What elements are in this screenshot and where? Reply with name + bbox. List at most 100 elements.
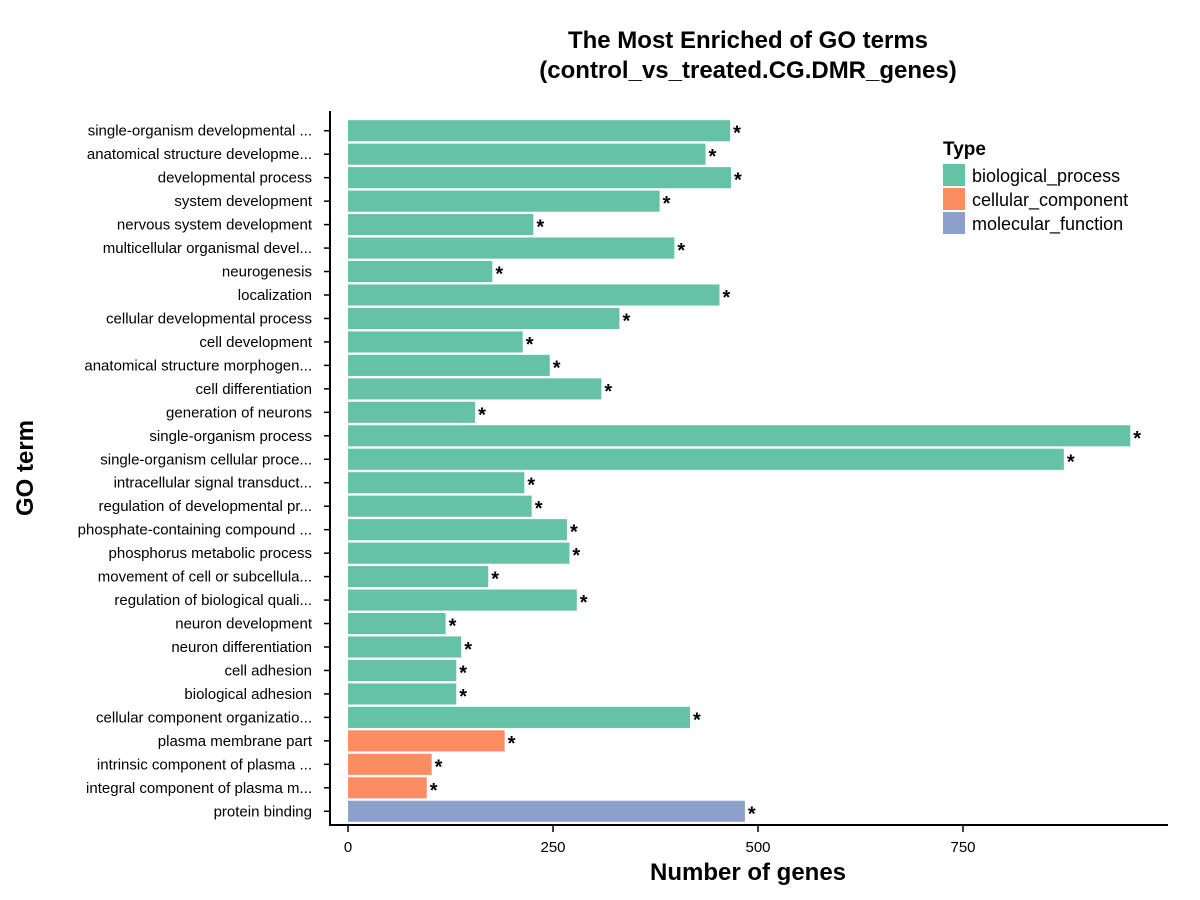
bar-19 [348, 566, 489, 588]
bar-27 [348, 753, 432, 775]
x-axis-ticks: 0 250 500 750 [344, 825, 976, 856]
y-tick-label-18: phosphorus metabolic process [109, 545, 312, 562]
y-tick-label-9: cell development [199, 334, 312, 351]
significance-star-6: * [495, 264, 503, 286]
legend-swatch-1 [943, 188, 965, 210]
y-tick-label-17: phosphate-containing compound ... [78, 522, 312, 539]
y-tick-label-11: cell differentiation [196, 381, 312, 398]
y-tick-label-26: plasma membrane part [158, 733, 313, 750]
legend-swatch-0 [943, 164, 965, 186]
bar-22 [348, 636, 462, 658]
y-tick-label-3: system development [174, 193, 312, 210]
y-tick-label-20: regulation of biological quali... [114, 592, 312, 609]
bar-21 [348, 612, 446, 635]
significance-star-28: * [430, 780, 438, 802]
significance-star-1: * [709, 146, 717, 168]
bar-4 [348, 214, 534, 236]
significance-star-10: * [553, 357, 561, 379]
y-axis-title: GO term [12, 420, 39, 516]
significance-star-25: * [693, 709, 701, 731]
significance-star-12: * [478, 404, 486, 426]
legend-label-0: biological_process [972, 166, 1120, 187]
bar-25 [348, 706, 690, 728]
bar-5 [348, 237, 675, 259]
x-tick-label-3: 750 [950, 839, 975, 856]
significance-star-11: * [604, 381, 612, 403]
bar-13 [348, 425, 1131, 447]
y-tick-label-21: neuron development [175, 616, 313, 633]
y-tick-label-8: cellular developmental process [106, 310, 312, 327]
legend: Type biological_process cellular_componen… [943, 139, 1128, 235]
significance-star-16: * [535, 498, 543, 520]
significance-star-8: * [622, 310, 630, 332]
y-tick-label-22: neuron differentiation [171, 639, 312, 656]
legend-label-1: cellular_component [972, 190, 1128, 211]
significance-star-9: * [526, 334, 534, 356]
significance-star-3: * [663, 193, 671, 215]
y-tick-label-2: developmental process [158, 170, 312, 187]
y-tick-label-25: cellular component organizatio... [96, 709, 312, 726]
bar-0 [348, 120, 731, 142]
legend-swatch-2 [943, 212, 965, 234]
significance-markers-group: ****************************** [430, 123, 1142, 826]
y-tick-label-13: single-organism process [149, 428, 312, 445]
y-tick-label-24: biological adhesion [184, 686, 312, 703]
y-tick-label-28: integral component of plasma m... [86, 780, 312, 797]
x-tick-label-1: 250 [541, 839, 566, 856]
legend-label-2: molecular_function [972, 214, 1123, 235]
significance-star-4: * [536, 217, 544, 239]
bar-10 [348, 354, 550, 376]
bar-2 [348, 167, 731, 189]
significance-star-19: * [491, 569, 499, 591]
significance-star-5: * [677, 240, 685, 262]
y-tick-label-16: regulation of developmental pr... [99, 498, 312, 515]
bar-16 [348, 495, 532, 517]
bar-17 [348, 519, 567, 541]
bar-6 [348, 260, 493, 283]
bar-7 [348, 284, 720, 306]
significance-star-26: * [508, 733, 516, 755]
bar-29 [348, 800, 745, 822]
y-tick-label-4: nervous system development [117, 217, 313, 234]
significance-star-22: * [464, 639, 472, 661]
bar-8 [348, 307, 620, 330]
y-tick-label-29: protein binding [214, 803, 312, 820]
bar-11 [348, 378, 602, 400]
bars-group [348, 120, 1131, 822]
significance-star-18: * [572, 545, 580, 567]
bar-9 [348, 331, 523, 353]
significance-star-17: * [570, 522, 578, 544]
significance-star-14: * [1067, 451, 1075, 473]
y-tick-label-6: neurogenesis [222, 264, 312, 281]
legend-title: Type [943, 139, 986, 160]
bar-12 [348, 401, 476, 423]
y-tick-label-15: intracellular signal transduct... [114, 475, 312, 492]
x-tick-label-2: 500 [746, 839, 771, 856]
y-tick-label-19: movement of cell or subcellula... [98, 569, 312, 586]
x-tick-label-0: 0 [344, 839, 352, 856]
bar-26 [348, 730, 505, 752]
y-tick-label-14: single-organism cellular proce... [100, 451, 312, 468]
significance-star-15: * [527, 475, 535, 497]
significance-star-29: * [748, 803, 756, 825]
bar-23 [348, 659, 457, 682]
bar-3 [348, 190, 660, 212]
bar-15 [348, 472, 525, 494]
significance-star-7: * [722, 287, 730, 309]
bar-18 [348, 542, 570, 564]
bar-20 [348, 589, 577, 611]
y-tick-label-0: single-organism developmental ... [88, 123, 312, 140]
bar-1 [348, 143, 706, 165]
bar-14 [348, 448, 1064, 470]
significance-star-27: * [435, 756, 443, 778]
chart-title-line-1: The Most Enriched of GO terms [568, 27, 928, 54]
y-tick-label-23: cell adhesion [224, 662, 312, 679]
y-tick-label-12: generation of neurons [166, 404, 312, 421]
significance-star-23: * [459, 662, 467, 684]
y-tick-label-7: localization [238, 287, 312, 304]
significance-star-24: * [459, 686, 467, 708]
y-tick-label-1: anatomical structure developme... [87, 146, 312, 163]
x-axis-title: Number of genes [650, 859, 846, 886]
